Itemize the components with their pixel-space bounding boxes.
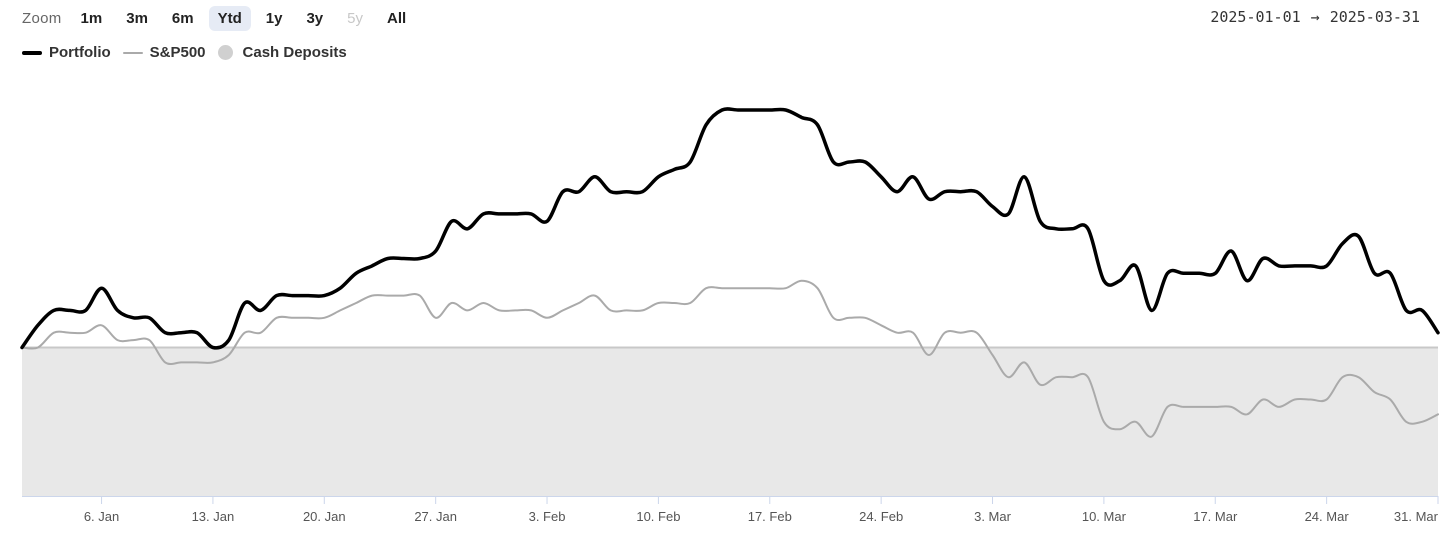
sp500-series-line [21, 279, 1439, 438]
x-tick-label: 10. Feb [636, 509, 680, 524]
x-tick-label: 24. Mar [1305, 509, 1350, 524]
date-range-to[interactable]: 2025-03-31 [1329, 8, 1420, 26]
x-tick-label: 6. Jan [84, 509, 119, 524]
x-tick-label: 17. Feb [748, 509, 792, 524]
legend-item-portfolio[interactable]: Portfolio [22, 44, 111, 61]
x-tick-label: 27. Jan [414, 509, 457, 524]
zoom-ytd-button[interactable]: Ytd [208, 5, 251, 31]
zoom-6m-button[interactable]: 6m [171, 9, 194, 27]
legend-label-cash-deposits: Cash Deposits [242, 44, 347, 61]
x-tick-label: 10. Mar [1082, 509, 1127, 524]
legend-label-sp500: S&P500 [149, 44, 206, 61]
x-tick-label: 13. Jan [192, 509, 235, 524]
portfolio-line-swatch [22, 50, 42, 55]
zoom-5y-button: 5y [347, 9, 363, 27]
date-range: 2025-01-01 → 2025-03-31 [1210, 8, 1420, 26]
zoom-label: Zoom [22, 9, 62, 27]
zoom-1y-button[interactable]: 1y [265, 9, 283, 27]
zoom-1m-button[interactable]: 1m [80, 9, 103, 27]
zoom-all-button[interactable]: All [387, 9, 407, 27]
zoom-toolbar: Zoom 1m 3m 6m Ytd 1y 3y 5y All [22, 4, 421, 32]
date-range-arrow: → [1310, 8, 1320, 26]
sp500-line-swatch [122, 51, 143, 54]
cash-deposits-area [22, 347, 1438, 496]
portfolio-series-line [20, 107, 1440, 350]
chart-legend: Portfolio S&P500 Cash Deposits [22, 44, 359, 61]
zoom-3m-button[interactable]: 3m [126, 9, 148, 27]
x-tick-label: 3. Feb [529, 509, 566, 524]
x-tick-label: 20. Jan [303, 509, 346, 524]
x-tick-label: 24. Feb [859, 509, 903, 524]
x-tick-label: 31. Mar [1394, 509, 1439, 524]
legend-item-sp500[interactable]: S&P500 [122, 44, 206, 61]
zoom-3y-button[interactable]: 3y [306, 9, 324, 27]
x-tick-label: 3. Mar [974, 509, 1012, 524]
cash-deposits-dot-swatch [217, 45, 233, 60]
x-tick-label: 17. Mar [1193, 509, 1238, 524]
date-range-from[interactable]: 2025-01-01 [1210, 8, 1301, 26]
legend-item-cash-deposits[interactable]: Cash Deposits [217, 44, 347, 61]
legend-label-portfolio: Portfolio [49, 44, 111, 61]
